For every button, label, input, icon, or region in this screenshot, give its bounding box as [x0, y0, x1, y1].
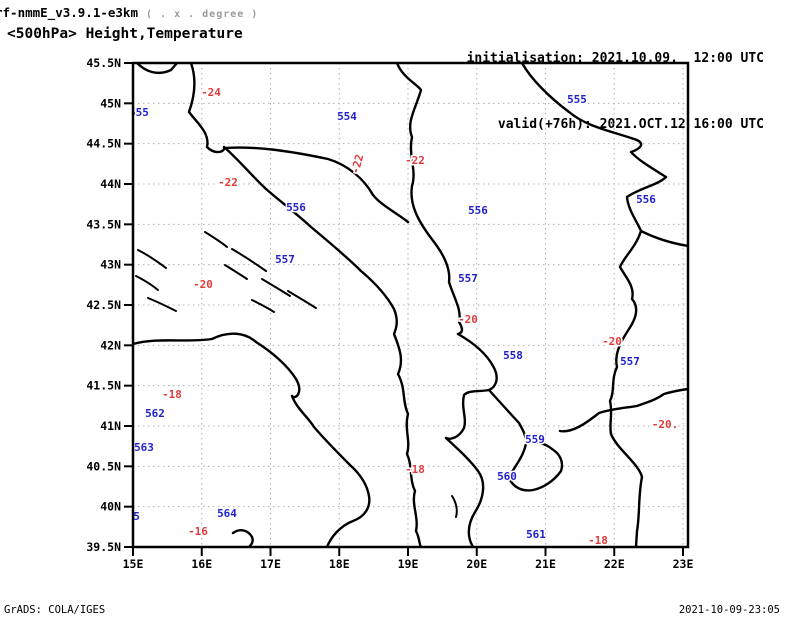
lon-label-16E: 16E	[191, 557, 212, 571]
border-east-branch	[639, 229, 688, 248]
border-montenegro-albania	[444, 332, 498, 440]
lat-label-40N: 40N	[100, 500, 121, 514]
temp-contour--16	[133, 496, 272, 547]
height-contour-555	[133, 63, 651, 162]
lon-label-15E: 15E	[123, 557, 144, 571]
height-label-554: 554	[337, 110, 357, 123]
height-label-558: 558	[503, 349, 523, 362]
lat-label-42.5N: 42.5N	[86, 298, 121, 312]
island-9	[251, 299, 275, 313]
height-label-561: 561	[526, 528, 546, 541]
temp-label--20: -20	[458, 313, 478, 326]
height-contour-563	[133, 441, 400, 547]
temp-label--20: -20	[602, 335, 622, 348]
temp-label--18: -18	[405, 463, 425, 476]
border-drina-west-serbia	[395, 63, 464, 336]
lat-label-41N: 41N	[100, 419, 121, 433]
lat-label-39.5N: 39.5N	[86, 540, 121, 554]
height-label-564: 564	[217, 507, 237, 520]
temp-label--20.: -20.	[652, 418, 679, 431]
island-corfu	[451, 495, 458, 518]
height-label-557: 557	[275, 253, 295, 266]
coastlines-borders	[133, 63, 688, 547]
temp-contour--24	[133, 63, 428, 93]
coastline-italy-instep	[231, 529, 254, 547]
lat-label-44.5N: 44.5N	[86, 137, 121, 151]
model-title: rf-nmmE_v3.9.1-e3km	[0, 5, 138, 20]
temp-label--24: -24	[201, 86, 221, 99]
height-label-560: 560	[497, 470, 517, 483]
valid-time: valid(+76h): 2021.OCT.12 16:00 UTC	[497, 117, 764, 132]
height-label-556: 556	[286, 201, 306, 214]
temp-label--20: -20	[193, 278, 213, 291]
border-south-horizontal	[558, 387, 688, 433]
height-label-557: 557	[458, 272, 478, 285]
lat-label-40.5N: 40.5N	[86, 459, 121, 473]
lon-label-21E: 21E	[535, 557, 556, 571]
island-2	[135, 275, 159, 291]
height-label-557: 557	[620, 355, 640, 368]
height-label-563: 563	[134, 441, 154, 454]
lat-label-43N: 43N	[100, 258, 121, 272]
lat-label-44N: 44N	[100, 177, 121, 191]
coastline-adriatic-east	[187, 63, 423, 547]
temp-label--18: -18	[162, 388, 182, 401]
lon-label-23E: 23E	[673, 557, 694, 571]
height-label-556: 556	[468, 204, 488, 217]
lat-label-45N: 45N	[100, 96, 121, 110]
coastline-greece-nw	[444, 436, 485, 547]
height-label-559: 559	[525, 433, 545, 446]
height-label-555: 555	[567, 93, 587, 106]
temp-label--22: -22	[349, 153, 367, 176]
border-bosnia-north	[224, 146, 410, 224]
border-macedonia	[507, 441, 564, 492]
lat-label-41.5N: 41.5N	[86, 379, 121, 393]
lat-label-42N: 42N	[100, 338, 121, 352]
temp-label--16: -16	[188, 525, 208, 538]
island-1	[137, 249, 167, 269]
grid-lines	[133, 63, 688, 547]
lat-label-45.5N: 45.5N	[86, 56, 121, 70]
height-contour-556	[133, 197, 688, 219]
creation-timestamp: 2021-10-09-23:05	[678, 604, 780, 616]
island-8	[287, 290, 317, 309]
border-kosovo-link	[487, 388, 528, 444]
temp-label--22: -22	[405, 154, 425, 167]
coastline-italy	[133, 332, 371, 547]
temp-contour--20	[133, 288, 668, 547]
island-3	[147, 297, 177, 312]
height-label-556: 556	[636, 193, 656, 206]
grads-credit: GrADS: COLA/IGES	[4, 604, 106, 616]
lon-label-19E: 19E	[398, 557, 419, 571]
height-contour-558	[133, 314, 622, 547]
axis: 45.5N 45N 44.5N 44N 43.5N 43N 42.5N 42N 41.5N 41N…	[86, 56, 693, 571]
border-east-serbia-romania	[520, 63, 668, 547]
height-contour-565	[133, 512, 228, 547]
coastline-north-notch	[135, 63, 179, 74]
model-title-line: rf-nmmE_v3.9.1-e3km ( . x . degree )	[0, 5, 258, 20]
temp-label--22: -22	[218, 176, 238, 189]
temp-label--18: -18	[588, 534, 608, 547]
map-frame	[131, 61, 690, 549]
lon-label-18E: 18E	[329, 557, 350, 571]
lon-label-20E: 20E	[466, 557, 487, 571]
height-label-555: 555	[129, 106, 149, 119]
island-6	[224, 264, 248, 280]
lon-label-22E: 22E	[604, 557, 625, 571]
height-label-562: 562	[145, 407, 165, 420]
island-7	[261, 278, 291, 297]
island-5	[231, 248, 267, 272]
island-4	[204, 231, 228, 248]
lon-label-17E: 17E	[260, 557, 281, 571]
height-label-565: 565	[120, 510, 140, 523]
field-title: <500hPa> Height,Temperature	[7, 26, 243, 42]
contour-labels: 555 554 555 556 556 556 557 557 557 558 559 560 561 5…	[120, 85, 680, 548]
lat-label-43.5N: 43.5N	[86, 217, 121, 231]
model-units: ( . x . degree )	[146, 9, 259, 20]
